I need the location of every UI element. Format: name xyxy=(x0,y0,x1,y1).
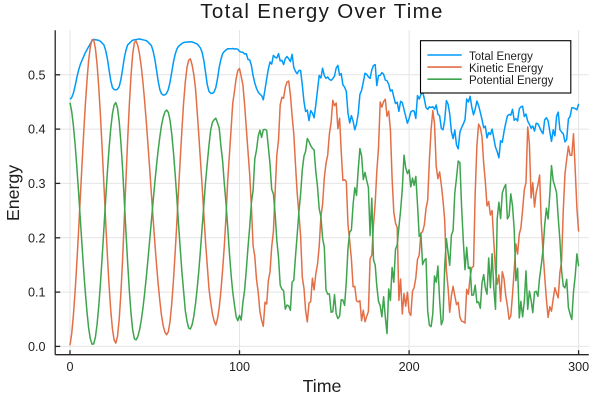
svg-text:Total Energy: Total Energy xyxy=(469,51,533,63)
svg-text:0.0: 0.0 xyxy=(28,340,46,354)
svg-text:Kinetic Energy: Kinetic Energy xyxy=(469,63,543,75)
svg-text:0.3: 0.3 xyxy=(28,177,46,191)
svg-text:Potential Energy: Potential Energy xyxy=(469,75,554,87)
svg-text:300: 300 xyxy=(568,360,589,374)
svg-text:0: 0 xyxy=(66,360,73,374)
svg-text:Time: Time xyxy=(303,376,342,396)
svg-text:0.5: 0.5 xyxy=(28,68,46,82)
svg-text:Energy: Energy xyxy=(3,165,23,221)
svg-text:100: 100 xyxy=(229,360,250,374)
svg-text:200: 200 xyxy=(399,360,420,374)
svg-text:Total Energy Over Time: Total Energy Over Time xyxy=(200,0,443,23)
svg-text:0.1: 0.1 xyxy=(28,286,46,300)
svg-text:0.2: 0.2 xyxy=(28,231,46,245)
svg-text:0.4: 0.4 xyxy=(28,123,46,137)
